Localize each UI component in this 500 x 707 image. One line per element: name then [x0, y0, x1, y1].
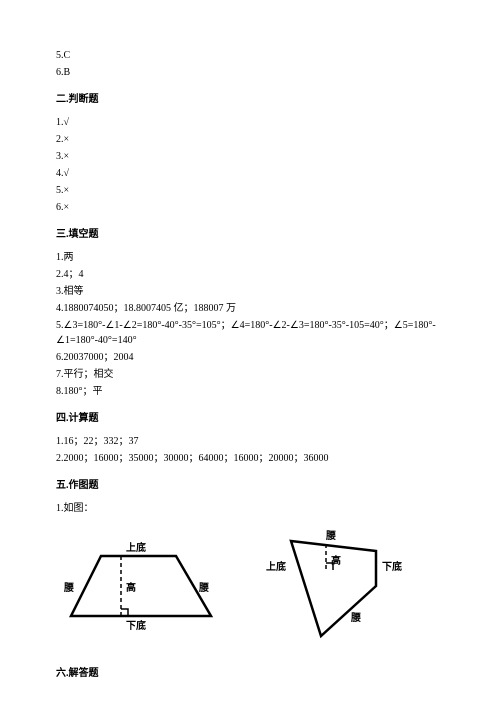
label-height: 高 [126, 581, 136, 594]
fill-item: 1.两 [56, 250, 444, 265]
trapezoid-figure-1: 上底 下底 腰 腰 高 [56, 536, 226, 636]
section-2-items: 1.√ 2.× 3.× 4.√ 5.× 6.× [56, 115, 444, 215]
calc-item: 2.2000；16000；35000；30000；64000；16000；200… [56, 451, 444, 466]
section-6-title: 六.解答题 [56, 666, 444, 681]
figures-container: 上底 下底 腰 腰 高 上底 下底 腰 腰 高 [56, 526, 444, 646]
judge-item: 1.√ [56, 115, 444, 130]
draw-item: 1.如图： [56, 501, 444, 516]
label-right: 腰 [198, 582, 209, 594]
section-5-items: 1.如图： [56, 501, 444, 516]
answer-item: 6.B [56, 65, 444, 80]
label-top-2: 上底 [266, 560, 286, 573]
fill-item: 2.4；4 [56, 267, 444, 282]
label-bottom: 下底 [126, 619, 146, 632]
answer-item: 5.C [56, 48, 444, 63]
fill-item: 8.180°；平 [56, 384, 444, 399]
section-3-title: 三.填空题 [56, 227, 444, 242]
label-height-2: 高 [331, 554, 341, 567]
fill-item: 6.20037000；2004 [56, 350, 444, 365]
label-right-2: 下底 [382, 560, 402, 573]
section-5-title: 五.作图题 [56, 478, 444, 493]
judge-item: 5.× [56, 183, 444, 198]
judge-item: 6.× [56, 200, 444, 215]
label-left-2: 腰 [325, 530, 336, 542]
fill-item: 7.平行；相交 [56, 367, 444, 382]
label-top: 上底 [126, 541, 146, 554]
judge-item: 4.√ [56, 166, 444, 181]
label-bottom-2: 腰 [350, 612, 361, 624]
fill-item: 4.1880074050；18.8007405 亿；188007 万 [56, 301, 444, 316]
judge-item: 2.× [56, 132, 444, 147]
section-4-items: 1.16；22；332；37 2.2000；16000；35000；30000；… [56, 434, 444, 466]
section-2-title: 二.判断题 [56, 92, 444, 107]
label-left: 腰 [63, 582, 74, 594]
trapezoid-figure-2: 上底 下底 腰 腰 高 [246, 526, 416, 646]
top-answers: 5.C 6.B [56, 48, 444, 80]
fill-item: 3.相等 [56, 284, 444, 299]
section-4-title: 四.计算题 [56, 411, 444, 426]
calc-item: 1.16；22；332；37 [56, 434, 444, 449]
section-3-items: 1.两 2.4；4 3.相等 4.1880074050；18.8007405 亿… [56, 250, 444, 399]
fill-item: 5.∠3=180°-∠1-∠2=180°-40°-35°=105°；∠4=180… [56, 318, 444, 348]
judge-item: 3.× [56, 149, 444, 164]
